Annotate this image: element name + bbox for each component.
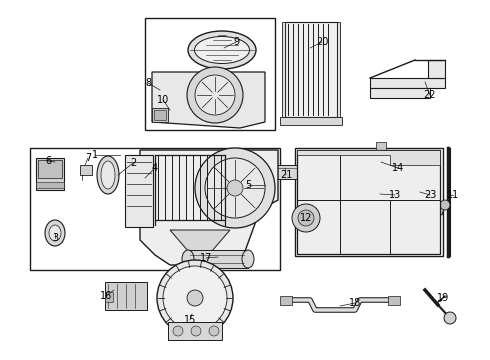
Polygon shape <box>370 78 445 88</box>
Ellipse shape <box>303 165 313 179</box>
Bar <box>280 296 292 305</box>
Text: 23: 23 <box>424 190 436 200</box>
Circle shape <box>157 260 233 336</box>
Text: 9: 9 <box>233 37 239 47</box>
Text: 8: 8 <box>145 78 151 88</box>
Circle shape <box>195 75 235 115</box>
Bar <box>188 250 248 268</box>
Circle shape <box>444 312 456 324</box>
Circle shape <box>292 204 320 232</box>
Bar <box>105 282 147 310</box>
Bar <box>372 183 388 195</box>
Polygon shape <box>411 185 445 215</box>
Ellipse shape <box>45 220 65 246</box>
Text: 11: 11 <box>447 190 459 200</box>
Bar <box>125 155 153 227</box>
Polygon shape <box>170 230 230 265</box>
Bar <box>295 148 443 256</box>
Bar <box>30 148 280 270</box>
Circle shape <box>298 210 314 226</box>
Bar <box>376 142 386 150</box>
Ellipse shape <box>195 36 249 63</box>
Text: 19: 19 <box>437 293 449 303</box>
Bar <box>352 199 368 211</box>
Ellipse shape <box>242 250 254 268</box>
Bar <box>280 117 342 125</box>
Text: 5: 5 <box>245 180 251 190</box>
Text: 10: 10 <box>157 95 169 105</box>
Bar <box>352 183 368 195</box>
Text: 22: 22 <box>424 90 436 100</box>
Polygon shape <box>428 60 445 78</box>
Bar <box>332 199 348 211</box>
Bar <box>168 322 222 340</box>
Polygon shape <box>297 150 440 165</box>
Bar <box>80 165 92 175</box>
Circle shape <box>209 326 219 336</box>
Bar <box>332 183 348 195</box>
Ellipse shape <box>101 161 115 189</box>
Circle shape <box>227 180 243 196</box>
Polygon shape <box>330 180 420 215</box>
Text: 18: 18 <box>349 298 361 308</box>
Text: 15: 15 <box>184 315 196 325</box>
Bar <box>145 18 275 130</box>
Bar <box>154 110 166 120</box>
Bar <box>36 158 64 190</box>
Bar <box>105 292 113 302</box>
Polygon shape <box>140 150 278 265</box>
Bar <box>337 22 340 117</box>
Bar <box>370 155 392 169</box>
Text: 7: 7 <box>85 153 91 163</box>
Text: 6: 6 <box>45 156 51 166</box>
Ellipse shape <box>49 225 61 241</box>
Text: 16: 16 <box>100 291 112 301</box>
Text: 21: 21 <box>280 170 292 180</box>
Bar <box>152 108 168 122</box>
Circle shape <box>163 266 227 330</box>
Ellipse shape <box>182 250 194 268</box>
Circle shape <box>191 326 201 336</box>
Ellipse shape <box>265 165 275 179</box>
Text: 14: 14 <box>392 163 404 173</box>
Text: 20: 20 <box>316 37 328 47</box>
Text: 1: 1 <box>92 150 98 160</box>
Text: 12: 12 <box>300 213 312 223</box>
Text: 17: 17 <box>200 253 212 263</box>
Text: 3: 3 <box>52 233 58 243</box>
Circle shape <box>187 290 203 306</box>
Text: 2: 2 <box>130 158 136 168</box>
Bar <box>388 296 400 305</box>
Ellipse shape <box>97 156 119 194</box>
Text: 13: 13 <box>389 190 401 200</box>
Circle shape <box>173 326 183 336</box>
Bar <box>282 22 285 117</box>
Bar <box>38 160 62 178</box>
Polygon shape <box>152 72 265 128</box>
Polygon shape <box>297 150 440 254</box>
Ellipse shape <box>188 31 256 69</box>
Text: 4: 4 <box>152 163 158 173</box>
Circle shape <box>205 158 265 218</box>
Bar <box>285 22 337 117</box>
Bar <box>36 182 64 188</box>
Circle shape <box>187 67 243 123</box>
Circle shape <box>195 148 275 228</box>
Circle shape <box>440 200 450 210</box>
Bar <box>270 165 308 179</box>
Polygon shape <box>370 88 430 98</box>
